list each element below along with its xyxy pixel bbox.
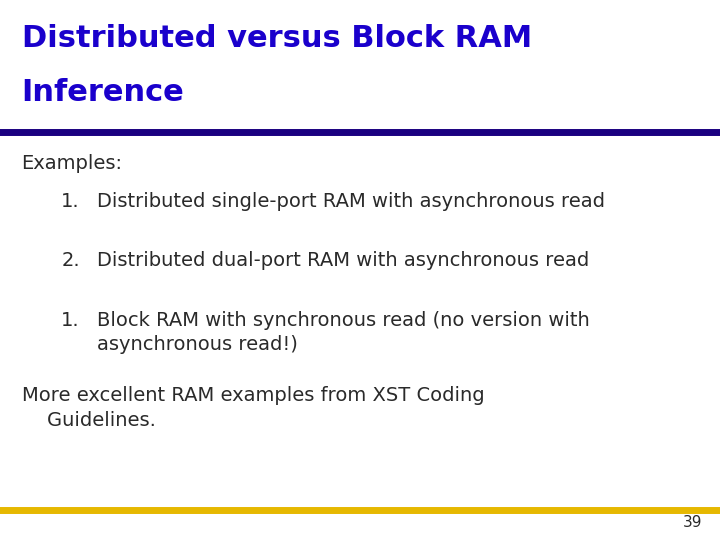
- Text: Distributed versus Block RAM: Distributed versus Block RAM: [22, 24, 532, 53]
- Text: 2.: 2.: [61, 251, 80, 270]
- Text: Examples:: Examples:: [22, 154, 122, 173]
- Text: More excellent RAM examples from XST Coding
    Guidelines.: More excellent RAM examples from XST Cod…: [22, 386, 485, 430]
- Text: Distributed dual-port RAM with asynchronous read: Distributed dual-port RAM with asynchron…: [97, 251, 590, 270]
- Text: Block RAM with synchronous read (no version with
asynchronous read!): Block RAM with synchronous read (no vers…: [97, 310, 590, 354]
- Text: 1.: 1.: [61, 310, 80, 329]
- Text: Inference: Inference: [22, 78, 184, 107]
- Text: 39: 39: [683, 515, 702, 530]
- Text: 1.: 1.: [61, 192, 80, 211]
- Text: Distributed single-port RAM with asynchronous read: Distributed single-port RAM with asynchr…: [97, 192, 606, 211]
